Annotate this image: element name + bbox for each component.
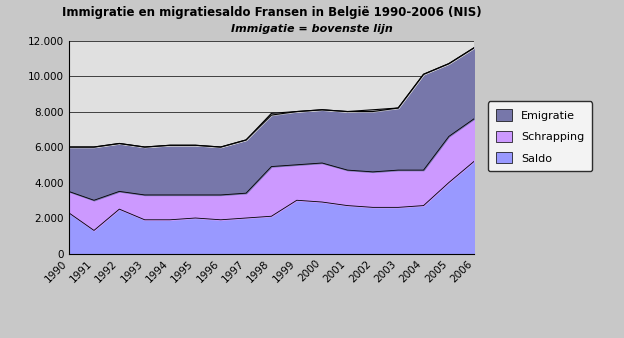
Title: Immigratie en migratiesaldo Fransen in België 1990-2006 (NIS): Immigratie en migratiesaldo Fransen in B… — [62, 5, 481, 19]
Text: Immigatie = bovenste lijn: Immigatie = bovenste lijn — [231, 24, 393, 34]
Legend: Emigratie, Schrapping, Saldo: Emigratie, Schrapping, Saldo — [488, 101, 592, 171]
